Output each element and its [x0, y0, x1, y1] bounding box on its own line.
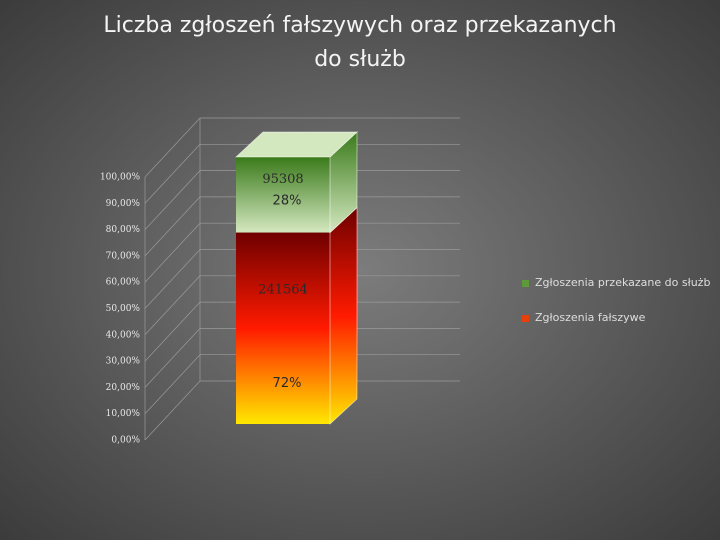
grid-line: [144, 354, 201, 414]
chart-title: Liczba zgłoszeń fałszywych oraz przekaza…: [103, 13, 616, 38]
y-tick-label: 40,00%: [106, 330, 141, 340]
y-tick-label: 50,00%: [106, 304, 141, 314]
data-label-count: 95308: [262, 172, 303, 187]
bar: [236, 232, 330, 424]
y-tick-label: 90,00%: [106, 199, 141, 209]
legend-swatch: [522, 315, 529, 322]
y-tick-label: 70,00%: [106, 251, 141, 261]
data-label: 28%: [273, 193, 302, 208]
y-tick-label: 20,00%: [106, 383, 141, 393]
y-tick-label: 100,00%: [100, 173, 140, 183]
y-tick-label: 30,00%: [106, 357, 141, 367]
y-tick-label: 0,00%: [111, 436, 140, 446]
grid-line: [144, 117, 201, 178]
y-tick-label: 60,00%: [106, 278, 141, 288]
grid-line: [144, 222, 201, 283]
grid-line: [144, 328, 201, 388]
grid-line: [144, 196, 201, 257]
bar-side: [329, 206, 358, 425]
y-tick-label: 10,00%: [106, 409, 141, 419]
grid-line: [144, 380, 201, 441]
bar: [236, 157, 330, 233]
grid-line: [144, 249, 201, 309]
grid-line: [144, 170, 201, 230]
grid-line: [144, 275, 201, 336]
y-tick-label: 80,00%: [106, 225, 141, 235]
chart-title: do służb: [314, 47, 406, 72]
data-label: 72%: [273, 376, 302, 391]
grid-line: [144, 301, 201, 362]
data-label-count: 241564: [258, 282, 308, 297]
legend-label: Zgłoszenia przekazane do służb: [535, 276, 710, 289]
legend-label: Zgłoszenia fałszywe: [535, 311, 646, 324]
grid-line: [144, 144, 201, 204]
bar-top: [234, 131, 359, 158]
legend-swatch: [522, 280, 529, 287]
